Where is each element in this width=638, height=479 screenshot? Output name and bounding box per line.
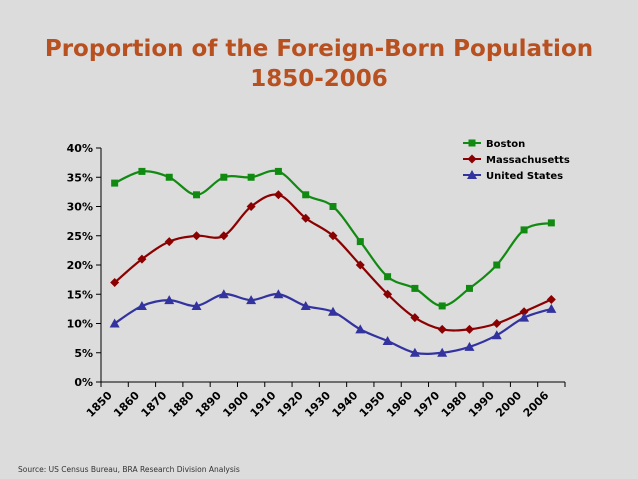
x-tick-label: 1860 [111,389,142,420]
x-tick-label: 1910 [248,389,279,420]
data-point [164,237,174,247]
y-tick-label: 5% [74,347,93,360]
data-point [220,173,228,181]
data-point [192,231,202,241]
series-line-united-states [114,293,552,355]
x-tick-label: 1970 [411,389,442,420]
data-point [247,173,255,181]
x-tick-label: 1850 [84,389,115,420]
data-point [465,284,473,292]
x-tick-label: 1990 [466,389,497,420]
data-point [437,347,448,357]
data-point [356,238,364,246]
data-point [219,231,229,241]
series-massachusetts [110,190,556,334]
data-point [546,295,556,305]
data-point [110,278,120,288]
data-point [355,324,366,334]
data-point [519,312,530,322]
chart-title: Proportion of the Foreign-Born Populatio… [0,34,638,94]
data-point [384,273,392,281]
data-point [138,167,146,175]
data-point [383,289,393,299]
data-point [137,254,147,264]
x-tick-label: 1950 [357,389,388,420]
data-point [547,219,555,227]
y-tick-label: 25% [67,230,93,243]
data-point [191,300,202,310]
legend-label: Boston [486,139,525,150]
data-point [491,330,502,340]
data-point [111,179,119,187]
data-point [382,336,393,346]
y-tick-label: 40% [67,142,93,155]
x-tick-label: 1980 [439,389,470,420]
data-point [464,324,474,334]
data-point [546,303,557,313]
y-tick-label: 0% [74,376,93,389]
chart-title-line-1: Proportion of the Foreign-Born Populatio… [44,36,594,62]
legend-marker [467,170,477,179]
x-tick-label: 1940 [330,389,361,420]
data-point [302,191,310,199]
data-point [520,226,528,234]
legend-label: Massachusetts [486,155,570,166]
data-point [218,289,229,299]
data-point [246,295,257,305]
data-point [246,202,256,211]
data-point [410,313,420,323]
legend: Boston Massachusetts United States [463,139,570,182]
data-point [274,167,282,175]
data-point [273,289,284,299]
x-tick-label: 1960 [384,389,415,420]
x-tick-label: 2006 [521,389,552,420]
series-united-states [109,289,557,357]
data-point [493,261,501,269]
x-tick-label: 1870 [139,389,170,420]
series-boston [111,167,555,310]
data-point [328,231,338,241]
x-tick-label: 1930 [302,389,333,420]
data-point [464,341,475,351]
source-note: Source: US Census Bureau, BRA Research D… [18,465,240,474]
data-point [355,260,365,270]
y-tick-label: 20% [67,259,93,272]
data-point [109,318,120,328]
data-point [519,307,529,317]
data-point [437,324,447,334]
data-point [328,306,338,316]
data-point [301,213,311,223]
data-point [164,295,175,305]
x-tick-label: 1880 [166,389,197,420]
data-point [409,347,420,357]
y-tick-label: 10% [67,318,93,331]
legend-marker [467,154,477,164]
x-tick-label: 1900 [220,389,251,420]
data-point [165,173,173,181]
y-tick-label: 15% [67,288,93,301]
chart-title-line-2: 1850-2006 [250,66,388,92]
data-point [300,300,311,310]
y-tick-label: 30% [67,201,93,214]
x-tick-label: 2000 [493,389,524,420]
data-point [273,190,283,200]
data-point [329,203,337,210]
data-point [193,191,201,199]
y-tick-label: 35% [67,171,93,184]
data-point [492,319,502,328]
legend-label: United States [486,171,563,182]
x-tick-label: 1920 [275,389,306,420]
data-point [411,284,419,292]
x-tick-label: 1890 [193,389,224,420]
data-point [136,300,147,310]
legend-marker [468,139,476,147]
data-point [438,302,446,310]
